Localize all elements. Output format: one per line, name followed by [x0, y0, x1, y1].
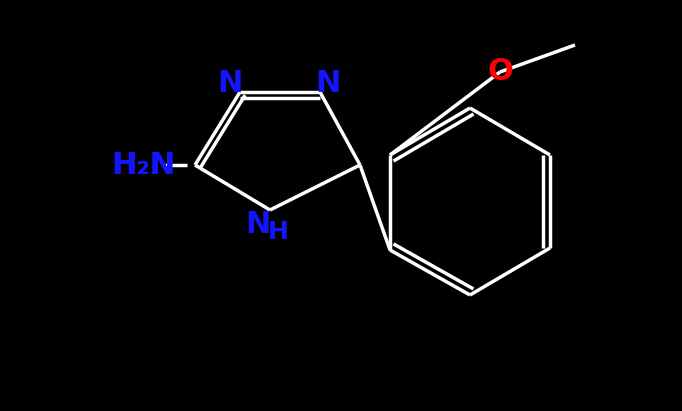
Text: N: N [246, 210, 271, 238]
Text: O: O [487, 58, 513, 86]
Text: N: N [315, 69, 341, 99]
Text: H: H [267, 220, 288, 244]
Text: N: N [218, 69, 243, 99]
Text: H₂N: H₂N [111, 150, 175, 180]
Text: H₂N: H₂N [111, 150, 175, 180]
